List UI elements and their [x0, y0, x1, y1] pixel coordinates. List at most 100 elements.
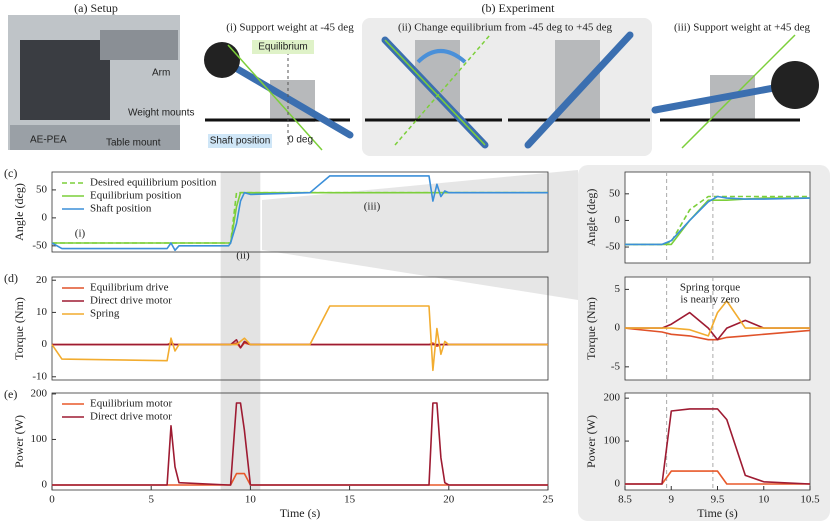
shaft	[651, 81, 794, 114]
callout: Table mount	[106, 138, 161, 149]
series-line	[51, 305, 548, 372]
y-tick-label: -5	[611, 360, 621, 372]
panel-label: (a) Setup	[74, 1, 118, 15]
legend-label: Direct drive motor	[90, 411, 172, 423]
series-line	[624, 327, 811, 341]
panel-label: (e)	[4, 387, 17, 401]
callout: Arm	[152, 68, 170, 79]
annotation: (ii)	[236, 250, 250, 262]
tag: Shaft position	[210, 136, 271, 147]
y-tick-label: 200	[604, 392, 621, 404]
step-label: (ii) Change equilibrium from -45 deg to …	[398, 22, 612, 34]
callout: Weight mounts	[128, 108, 195, 119]
step-i-photo	[204, 40, 354, 151]
panel-label: (d)	[4, 271, 18, 285]
y-axis-label: Torque (Nm)	[584, 297, 598, 360]
y-tick-label: 10	[36, 306, 48, 318]
y-tick-label: 5	[615, 283, 621, 295]
series-line	[625, 300, 810, 337]
x-tick-label: 5	[148, 494, 154, 506]
y-tick-label: 0	[42, 211, 48, 223]
step-ii-photo	[365, 31, 650, 149]
y-tick-label: 0	[42, 338, 48, 350]
arm-part	[100, 30, 178, 60]
panel-label: (b) Experiment	[482, 1, 556, 15]
y-tick-label: 0	[42, 479, 48, 491]
y-tick-label: -50	[32, 239, 47, 251]
target-line	[394, 34, 491, 146]
x-tick-label: 0	[49, 494, 55, 506]
tag-bg	[252, 40, 314, 54]
y-axis-label: Angle (deg)	[12, 183, 26, 241]
annotation: (iii)	[364, 201, 381, 213]
tag: 0 deg	[288, 135, 313, 146]
y-tick-label: 50	[36, 183, 48, 195]
x-axis-label: Time (s)	[280, 506, 321, 520]
callout: AE-PEA	[30, 135, 67, 146]
series-line	[52, 472, 548, 486]
tag-bg	[208, 134, 272, 148]
series-line	[52, 402, 548, 486]
y-tick-label: 0	[615, 214, 621, 226]
panel-label: (c)	[4, 166, 17, 180]
x-tick-label: 15	[344, 494, 356, 506]
step-label: (iii) Support weight at +45 deg	[674, 22, 811, 34]
y-tick-label: 20	[36, 274, 48, 286]
y-tick-label: 100	[31, 433, 48, 445]
step-ii-panel	[362, 18, 652, 156]
series-line	[625, 311, 810, 341]
y-axis-label: Power (W)	[584, 415, 598, 468]
x-tick-label: 9	[669, 494, 675, 506]
shaft	[218, 56, 354, 139]
annotation: (i)	[75, 228, 86, 240]
series-line	[625, 408, 811, 485]
step-label: (i) Support weight at -45 deg	[226, 22, 354, 34]
x-tick-label: 9.5	[711, 494, 725, 506]
legend-label: Shaft position	[90, 203, 152, 215]
x-tick-label: 25	[543, 494, 555, 506]
x-tick-label: 8.5	[618, 494, 632, 506]
plot-area	[51, 171, 549, 253]
series-line	[625, 470, 810, 485]
x-tick-label: 20	[443, 494, 455, 506]
arrow	[416, 49, 467, 64]
table-part	[10, 125, 180, 150]
y-tick-label: 200	[31, 387, 48, 399]
equilibrium-line	[227, 44, 323, 151]
annotation: Spring torque	[680, 282, 740, 294]
plot-area	[51, 392, 549, 491]
equilibrium-line	[384, 39, 486, 146]
shaft	[524, 31, 634, 149]
legend-label: Equilibrium drive	[90, 282, 169, 294]
series-line	[51, 175, 548, 252]
y-tick-label: 50	[609, 187, 621, 199]
series-line	[625, 195, 811, 246]
y-axis-label: Angle (deg)	[584, 189, 598, 247]
zoom-band	[220, 172, 261, 490]
x-tick-label: 10	[758, 494, 770, 506]
plot-area	[624, 392, 811, 491]
y-tick-label: 100	[604, 435, 621, 447]
y-tick-label: 0	[615, 478, 621, 490]
legend-label: Desired equilibrium position	[90, 177, 217, 189]
legend-label: Equilibrium motor	[90, 398, 173, 410]
y-tick-label: -10	[32, 370, 47, 382]
x-tick-label: 10	[245, 494, 257, 506]
plot-area	[624, 171, 811, 264]
x-tick-label: 10.5	[800, 494, 820, 506]
plot-area	[51, 276, 549, 381]
legend-label: Spring	[90, 308, 120, 320]
y-axis-label: Torque (Nm)	[12, 297, 26, 360]
annotation: is nearly zero	[680, 294, 740, 306]
y-axis-label: Power (W)	[12, 415, 26, 468]
y-tick-label: -50	[605, 241, 620, 253]
weight	[771, 61, 819, 109]
legend-label: Equilibrium position	[90, 190, 182, 202]
tag: Equilibrium	[258, 42, 307, 53]
zoom-connector	[262, 170, 578, 300]
legend-label: Direct drive motor	[90, 295, 172, 307]
y-tick-label: 0	[615, 322, 621, 334]
x-axis-label: Time (s)	[697, 506, 738, 520]
motor	[20, 40, 110, 120]
